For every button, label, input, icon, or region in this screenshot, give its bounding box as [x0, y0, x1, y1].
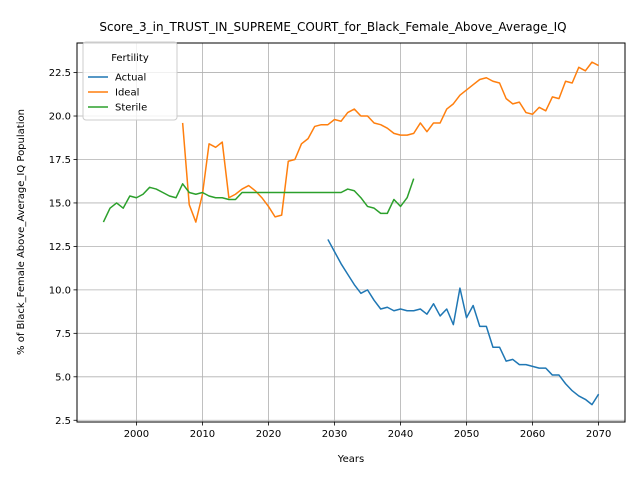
y-tick-label: 2.5	[55, 416, 71, 427]
x-tick-label: 2010	[190, 429, 215, 440]
chart-title: Score_3_in_TRUST_IN_SUPREME_COURT_for_Bl…	[99, 20, 566, 34]
x-tick-label: 2070	[586, 429, 611, 440]
x-tick-label: 2000	[124, 429, 149, 440]
legend-label-actual: Actual	[115, 73, 146, 84]
x-axis-ticks: 2000 2010 2020 2030 2040 2050 2060 2070	[124, 422, 611, 440]
x-axis-label: Years	[337, 454, 364, 465]
y-tick-label: 5.0	[55, 372, 71, 383]
x-tick-label: 2050	[454, 429, 479, 440]
series-layer	[102, 61, 600, 406]
x-tick-label: 2030	[322, 429, 347, 440]
legend-label-ideal: Ideal	[115, 88, 139, 99]
series-line-actual	[327, 239, 600, 406]
grid-lines	[77, 43, 625, 422]
series-line-ideal	[181, 61, 599, 223]
y-tick-label: 10.0	[49, 285, 71, 296]
y-axis-label: % of Black_Female Above_Average_IQ Popul…	[16, 109, 27, 355]
y-tick-label: 7.5	[55, 329, 71, 340]
y-tick-label: 12.5	[49, 242, 71, 253]
x-tick-label: 2020	[256, 429, 281, 440]
legend-frame	[82, 41, 178, 121]
legend-label-sterile: Sterile	[115, 103, 147, 114]
x-tick-label: 2040	[388, 429, 413, 440]
x-tick-label: 2060	[520, 429, 545, 440]
y-tick-label: 17.5	[49, 155, 71, 166]
legend: Fertility Actual Ideal Sterile	[82, 41, 178, 121]
series-line-sterile	[102, 178, 415, 223]
y-tick-label: 22.5	[49, 68, 71, 79]
y-tick-label: 20.0	[49, 112, 71, 123]
y-tick-label: 15.0	[49, 198, 71, 209]
plot-area-frame	[76, 42, 626, 423]
legend-title: Fertility	[111, 53, 149, 64]
y-axis-ticks: 2.5 5.0 7.5 10.0 12.5 15.0 17.5 20.0 22.5	[49, 68, 77, 427]
